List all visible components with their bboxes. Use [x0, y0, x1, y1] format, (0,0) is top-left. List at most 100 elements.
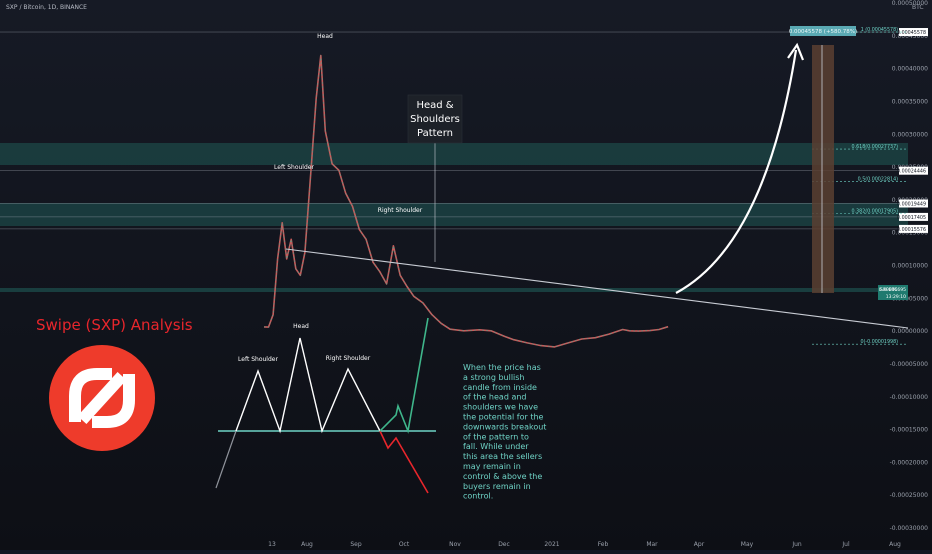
analysis-title: Swipe (SXP) Analysis	[36, 316, 193, 334]
diagram-approach	[215, 430, 237, 489]
hs-diagram: Head Left Shoulder Right Shoulder	[215, 317, 436, 494]
level-price-label: 0.00017405	[897, 215, 926, 221]
bullish-arrow-head	[787, 42, 805, 61]
commentary-line: of the head and	[463, 393, 527, 402]
x-tick-label: Feb	[598, 541, 609, 548]
commentary-line: a strong bullish	[463, 373, 525, 382]
symbol-header: SXP / Bitcoin, 1D, BINANCE	[6, 4, 87, 11]
commentary-line: When the price has	[463, 363, 541, 372]
x-tick-label: Mar	[646, 541, 658, 548]
y-tick-label: -0.00005000	[890, 361, 929, 368]
y-tick-label: 0.00045000	[892, 33, 928, 40]
x-tick-label: Oct	[399, 541, 410, 548]
swipe-logo	[49, 345, 155, 451]
fib-level-label: 1 (0.00045578)	[861, 27, 898, 33]
y-tick-label: -0.00015000	[890, 427, 929, 434]
level-price-label: 0.00045578	[897, 30, 926, 36]
target-label-box	[790, 26, 856, 36]
y-tick-label: -0.00020000	[890, 459, 929, 466]
price-line-overlay	[263, 55, 669, 348]
pattern-callout-line-1: Head &	[416, 100, 453, 111]
x-tick-label: Apr	[694, 541, 705, 548]
level-price-label: 0.00024446	[897, 169, 926, 175]
x-tick-label: Dec	[498, 541, 510, 548]
support-zone	[0, 288, 908, 292]
diagram-bull-path	[379, 317, 429, 434]
y-tick-label: 0.00005000	[892, 295, 928, 302]
head-label: Head	[317, 33, 333, 40]
commentary-line: of the pattern to	[463, 432, 529, 441]
fib-level-label: 0.5(0.00022814)	[858, 176, 898, 182]
neckline	[285, 248, 909, 329]
price-series	[263, 54, 669, 348]
y-tick-label: -0.00030000	[890, 525, 929, 532]
fibonacci-levels: 1 (0.00045578) 0.618(0.00027737) 0.5(0.000…	[812, 27, 908, 345]
diagram-pattern	[235, 337, 381, 434]
commentary-line: this area the sellers	[463, 452, 542, 461]
diagram-head-label: Head	[293, 323, 309, 330]
right-shoulder-label: Right Shoulder	[378, 207, 423, 214]
y-tick-label: -0.00025000	[890, 492, 929, 499]
level-price-tag	[899, 212, 928, 221]
commentary-line: fall. While under	[463, 442, 529, 451]
commentary-line: control.	[463, 492, 493, 501]
commentary-line: may remain in	[463, 462, 521, 471]
x-tick-label: Aug	[889, 541, 901, 548]
resistance-zone-upper	[0, 143, 908, 165]
bullish-arrow	[675, 49, 798, 294]
commentary-line: the potential for the	[463, 413, 544, 422]
x-tick-label: May	[741, 541, 754, 548]
diagram-bear-path	[379, 430, 429, 494]
pattern-callout-box	[407, 94, 463, 144]
x-tick-label: 13	[268, 541, 276, 548]
commentary-line: candle from inside	[463, 383, 537, 392]
swipe-logo-slash	[77, 371, 127, 425]
commentary-line: downwards breakout	[463, 422, 546, 431]
target-box	[812, 45, 834, 293]
current-price-countdown: 13:29:10	[886, 294, 906, 300]
x-tick-label: 2021	[544, 541, 559, 548]
level-price-tag	[899, 166, 928, 175]
fib-level-label: 0.382(0.00017905)	[852, 209, 899, 215]
level-price-tag	[899, 28, 928, 37]
fib-level-label: 0(-0.00001998)	[860, 339, 898, 345]
y-tick-label: 0.00000000	[892, 328, 928, 335]
currency-label: BTC	[912, 4, 924, 11]
y-tick-label: 0.00030000	[892, 131, 928, 138]
resistance-zone-lower	[0, 203, 908, 226]
x-tick-label: Jun	[791, 541, 802, 548]
level-price-tag	[899, 224, 928, 233]
y-tick-label: 0.00040000	[892, 66, 928, 73]
price-line	[263, 54, 669, 348]
fib-level-label: 0.618(0.00027737)	[852, 144, 899, 150]
y-tick-label: 0.00015000	[892, 230, 928, 237]
current-price-tag	[878, 285, 908, 300]
swipe-logo-mark-2	[92, 374, 135, 428]
x-tick-label: Jul	[841, 541, 850, 548]
y-tick-label: 0.00010000	[892, 263, 928, 270]
diagram-right-shoulder-label: Right Shoulder	[326, 355, 371, 362]
pattern-callout-line-3: Pattern	[417, 128, 453, 139]
commentary-line: control & above the	[463, 472, 542, 481]
horizontal-levels: 0.00045578 0.00024446 0.00019449 0.00017405…	[0, 28, 928, 233]
x-tick-label: Aug	[301, 541, 313, 548]
y-tick-label: -0.00010000	[890, 394, 929, 401]
level-price-label: 0.00015576	[897, 227, 926, 233]
swipe-logo-mark	[69, 368, 112, 422]
level-price-label: 0.00019449	[897, 201, 926, 207]
y-tick-label: 0.00050000	[892, 0, 928, 7]
x-tick-label: Sep	[350, 541, 362, 548]
x-tick-label: Nov	[449, 541, 461, 548]
pattern-callout-line-2: Shoulders	[410, 114, 460, 125]
current-price-value: 0.00006695	[879, 287, 906, 293]
level-price-tag	[899, 199, 928, 208]
y-axis: 0.00050000 0.00045000 0.00040000 0.00035000…	[890, 0, 929, 532]
commentary-line: buyers remain in	[463, 482, 531, 491]
left-shoulder-label: Left Shoulder	[274, 164, 314, 171]
target-label: 0.00045578 (+580.78%)	[789, 29, 857, 35]
current-price-symbol: SXPBTC	[880, 287, 897, 293]
x-axis: 13 Aug Sep Oct Nov Dec 2021 Feb Mar Apr May Jun Jul A…	[268, 541, 901, 548]
